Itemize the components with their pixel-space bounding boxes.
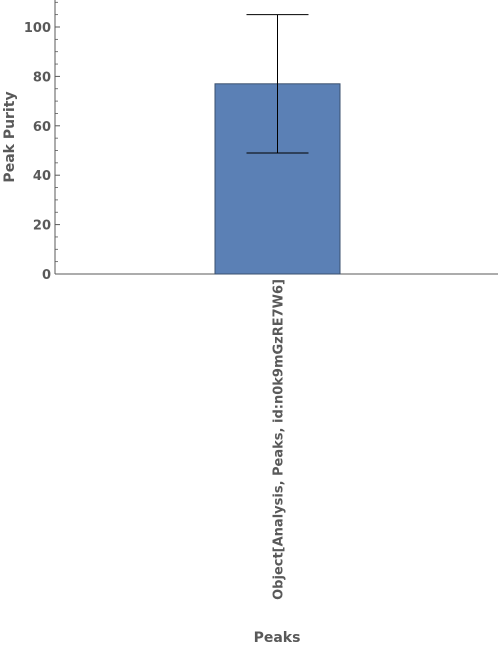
- y-tick-label: 40: [33, 169, 51, 184]
- y-axis: 0 20 40 60 80 100: [24, 0, 60, 283]
- y-tick-label: 0: [42, 268, 51, 283]
- y-tick-label: 80: [33, 70, 51, 85]
- error-bars: [246, 14, 309, 154]
- x-axis: Object[Analysis, Peaks, id:n0k9mGzRE7W6]: [55, 273, 498, 600]
- y-tick-label: 20: [33, 219, 51, 234]
- x-axis-title: Peaks: [254, 630, 301, 646]
- y-axis-title: Peak Purity: [2, 91, 18, 182]
- x-tick-label: Object[Analysis, Peaks, id:n0k9mGzRE7W6]: [272, 279, 287, 600]
- y-tick-label: 60: [33, 120, 51, 135]
- y-tick-label: 100: [24, 21, 51, 36]
